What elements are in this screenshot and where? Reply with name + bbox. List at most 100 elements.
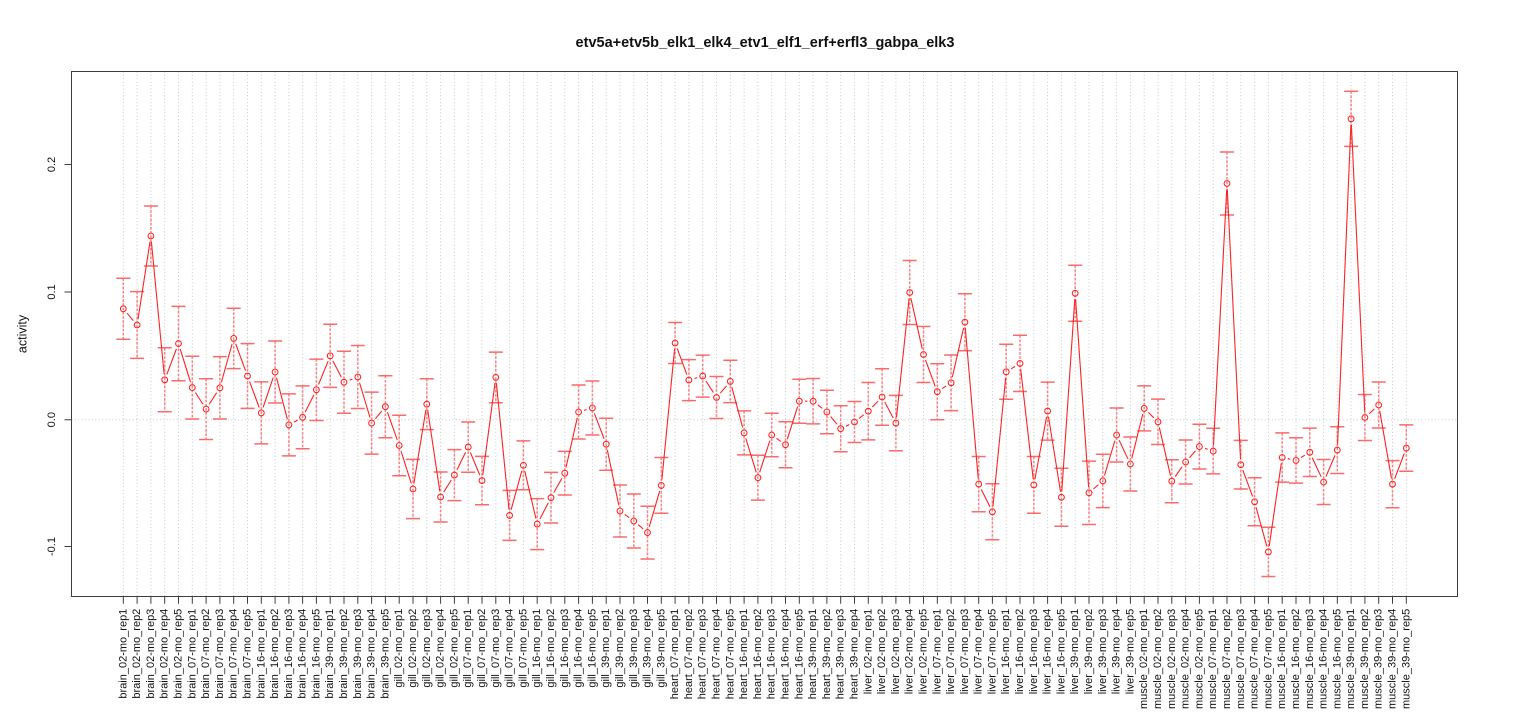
svg-text:gill_02-mo_rep2: gill_02-mo_rep2 — [407, 609, 419, 688]
svg-text:brain_16-mo_rep1: brain_16-mo_rep1 — [255, 609, 267, 699]
svg-text:brain_02-mo_rep4: brain_02-mo_rep4 — [159, 609, 171, 699]
svg-text:liver_16-mo_rep3: liver_16-mo_rep3 — [1028, 609, 1040, 695]
svg-text:muscle_02-mo_rep5: muscle_02-mo_rep5 — [1193, 609, 1205, 709]
svg-text:muscle_16-mo_rep3: muscle_16-mo_rep3 — [1304, 609, 1316, 709]
svg-text:liver_07-mo_rep1: liver_07-mo_rep1 — [931, 609, 943, 695]
svg-text:gill_07-mo_rep1: gill_07-mo_rep1 — [462, 609, 474, 688]
svg-text:liver_07-mo_rep4: liver_07-mo_rep4 — [973, 609, 985, 695]
svg-text:heart_16-mo_rep4: heart_16-mo_rep4 — [780, 609, 792, 700]
svg-text:gill_39-mo_rep5: gill_39-mo_rep5 — [655, 609, 667, 688]
svg-text:heart_07-mo_rep5: heart_07-mo_rep5 — [724, 609, 736, 700]
svg-text:heart_07-mo_rep4: heart_07-mo_rep4 — [711, 609, 723, 700]
svg-text:heart_07-mo_rep1: heart_07-mo_rep1 — [669, 609, 681, 700]
svg-text:liver_16-mo_rep2: liver_16-mo_rep2 — [1014, 609, 1026, 695]
svg-text:brain_07-mo_rep1: brain_07-mo_rep1 — [186, 609, 198, 699]
svg-text:muscle_02-mo_rep1: muscle_02-mo_rep1 — [1138, 609, 1150, 709]
svg-text:liver_02-mo_rep5: liver_02-mo_rep5 — [918, 609, 930, 695]
svg-text:brain_39-mo_rep4: brain_39-mo_rep4 — [366, 609, 378, 699]
svg-text:brain_39-mo_rep1: brain_39-mo_rep1 — [324, 609, 336, 699]
svg-text:gill_07-mo_rep4: gill_07-mo_rep4 — [504, 609, 516, 688]
svg-text:liver_16-mo_rep1: liver_16-mo_rep1 — [1000, 609, 1012, 695]
svg-text:muscle_39-mo_rep1: muscle_39-mo_rep1 — [1345, 609, 1357, 709]
svg-text:liver_02-mo_rep4: liver_02-mo_rep4 — [904, 609, 916, 695]
svg-text:heart_07-mo_rep2: heart_07-mo_rep2 — [683, 609, 695, 700]
svg-text:brain_02-mo_rep1: brain_02-mo_rep1 — [117, 609, 129, 699]
svg-text:gill_16-mo_rep4: gill_16-mo_rep4 — [573, 609, 585, 688]
svg-text:gill_16-mo_rep2: gill_16-mo_rep2 — [545, 609, 557, 688]
svg-text:heart_16-mo_rep1: heart_16-mo_rep1 — [738, 609, 750, 700]
svg-text:heart_39-mo_rep3: heart_39-mo_rep3 — [835, 609, 847, 700]
svg-text:0.2: 0.2 — [46, 157, 58, 172]
svg-text:muscle_02-mo_rep2: muscle_02-mo_rep2 — [1152, 609, 1164, 709]
svg-text:gill_02-mo_rep1: gill_02-mo_rep1 — [393, 609, 405, 688]
svg-text:gill_02-mo_rep4: gill_02-mo_rep4 — [435, 609, 447, 688]
svg-text:liver_39-mo_rep3: liver_39-mo_rep3 — [1097, 609, 1109, 695]
svg-text:gill_39-mo_rep1: gill_39-mo_rep1 — [600, 609, 612, 688]
svg-text:liver_16-mo_rep5: liver_16-mo_rep5 — [1055, 609, 1067, 695]
svg-text:etv5a+etv5b_elk1_elk4_etv1_elf: etv5a+etv5b_elk1_elk4_etv1_elf1_erf+erfl… — [576, 35, 955, 51]
svg-text:gill_02-mo_rep3: gill_02-mo_rep3 — [421, 609, 433, 688]
svg-text:brain_16-mo_rep2: brain_16-mo_rep2 — [269, 609, 281, 699]
svg-text:heart_07-mo_rep3: heart_07-mo_rep3 — [697, 609, 709, 700]
svg-text:muscle_07-mo_rep3: muscle_07-mo_rep3 — [1235, 609, 1247, 709]
svg-text:-0.1: -0.1 — [46, 537, 58, 556]
svg-text:muscle_16-mo_rep5: muscle_16-mo_rep5 — [1331, 609, 1343, 709]
svg-text:liver_07-mo_rep5: liver_07-mo_rep5 — [986, 609, 998, 695]
svg-text:gill_07-mo_rep3: gill_07-mo_rep3 — [490, 609, 502, 688]
svg-text:muscle_07-mo_rep2: muscle_07-mo_rep2 — [1221, 609, 1233, 709]
svg-text:gill_16-mo_rep5: gill_16-mo_rep5 — [586, 609, 598, 688]
svg-text:muscle_02-mo_rep4: muscle_02-mo_rep4 — [1180, 609, 1192, 709]
svg-text:brain_02-mo_rep2: brain_02-mo_rep2 — [131, 609, 143, 699]
svg-text:gill_07-mo_rep2: gill_07-mo_rep2 — [476, 609, 488, 688]
svg-text:gill_02-mo_rep5: gill_02-mo_rep5 — [448, 609, 460, 688]
svg-text:muscle_16-mo_rep1: muscle_16-mo_rep1 — [1276, 609, 1288, 709]
svg-text:liver_16-mo_rep4: liver_16-mo_rep4 — [1042, 609, 1054, 695]
svg-text:gill_16-mo_rep1: gill_16-mo_rep1 — [531, 609, 543, 688]
svg-text:liver_02-mo_rep3: liver_02-mo_rep3 — [890, 609, 902, 695]
svg-text:heart_16-mo_rep3: heart_16-mo_rep3 — [766, 609, 778, 700]
svg-text:activity: activity — [15, 314, 29, 353]
svg-text:heart_39-mo_rep4: heart_39-mo_rep4 — [849, 609, 861, 700]
svg-text:heart_16-mo_rep5: heart_16-mo_rep5 — [793, 609, 805, 700]
svg-text:brain_02-mo_rep5: brain_02-mo_rep5 — [173, 609, 185, 699]
svg-text:gill_07-mo_rep5: gill_07-mo_rep5 — [517, 609, 529, 688]
svg-text:liver_39-mo_rep2: liver_39-mo_rep2 — [1083, 609, 1095, 695]
svg-text:muscle_16-mo_rep4: muscle_16-mo_rep4 — [1318, 609, 1330, 709]
svg-text:gill_39-mo_rep3: gill_39-mo_rep3 — [628, 609, 640, 688]
svg-text:brain_02-mo_rep3: brain_02-mo_rep3 — [145, 609, 157, 699]
svg-text:muscle_07-mo_rep1: muscle_07-mo_rep1 — [1207, 609, 1219, 709]
svg-text:muscle_02-mo_rep3: muscle_02-mo_rep3 — [1166, 609, 1178, 709]
svg-text:muscle_16-mo_rep2: muscle_16-mo_rep2 — [1290, 609, 1302, 709]
svg-text:gill_39-mo_rep2: gill_39-mo_rep2 — [614, 609, 626, 688]
svg-text:brain_39-mo_rep2: brain_39-mo_rep2 — [338, 609, 350, 699]
svg-text:brain_39-mo_rep5: brain_39-mo_rep5 — [379, 609, 391, 699]
svg-text:brain_07-mo_rep2: brain_07-mo_rep2 — [200, 609, 212, 699]
svg-text:muscle_39-mo_rep2: muscle_39-mo_rep2 — [1359, 609, 1371, 709]
svg-text:muscle_07-mo_rep4: muscle_07-mo_rep4 — [1249, 609, 1261, 709]
svg-text:brain_39-mo_rep3: brain_39-mo_rep3 — [352, 609, 364, 699]
svg-text:muscle_39-mo_rep4: muscle_39-mo_rep4 — [1387, 609, 1399, 709]
svg-text:heart_16-mo_rep2: heart_16-mo_rep2 — [752, 609, 764, 700]
svg-text:liver_02-mo_rep2: liver_02-mo_rep2 — [876, 609, 888, 695]
svg-text:liver_02-mo_rep1: liver_02-mo_rep1 — [862, 609, 874, 695]
svg-text:0.0: 0.0 — [46, 412, 58, 427]
svg-text:liver_39-mo_rep1: liver_39-mo_rep1 — [1069, 609, 1081, 695]
svg-text:liver_07-mo_rep3: liver_07-mo_rep3 — [959, 609, 971, 695]
svg-text:heart_39-mo_rep2: heart_39-mo_rep2 — [821, 609, 833, 700]
svg-text:liver_39-mo_rep4: liver_39-mo_rep4 — [1111, 609, 1123, 695]
svg-text:gill_16-mo_rep3: gill_16-mo_rep3 — [559, 609, 571, 688]
svg-text:brain_07-mo_rep5: brain_07-mo_rep5 — [242, 609, 254, 699]
svg-text:gill_39-mo_rep4: gill_39-mo_rep4 — [642, 609, 654, 688]
svg-text:brain_07-mo_rep3: brain_07-mo_rep3 — [214, 609, 226, 699]
svg-text:brain_16-mo_rep5: brain_16-mo_rep5 — [310, 609, 322, 699]
svg-text:brain_16-mo_rep3: brain_16-mo_rep3 — [283, 609, 295, 699]
svg-text:liver_07-mo_rep2: liver_07-mo_rep2 — [945, 609, 957, 695]
svg-text:brain_07-mo_rep4: brain_07-mo_rep4 — [228, 609, 240, 699]
svg-text:muscle_07-mo_rep5: muscle_07-mo_rep5 — [1262, 609, 1274, 709]
svg-text:muscle_39-mo_rep5: muscle_39-mo_rep5 — [1400, 609, 1412, 709]
svg-text:brain_16-mo_rep4: brain_16-mo_rep4 — [297, 609, 309, 699]
svg-text:heart_39-mo_rep1: heart_39-mo_rep1 — [807, 609, 819, 700]
svg-text:muscle_39-mo_rep3: muscle_39-mo_rep3 — [1373, 609, 1385, 709]
svg-text:0.1: 0.1 — [46, 284, 58, 299]
svg-text:liver_39-mo_rep5: liver_39-mo_rep5 — [1124, 609, 1136, 695]
